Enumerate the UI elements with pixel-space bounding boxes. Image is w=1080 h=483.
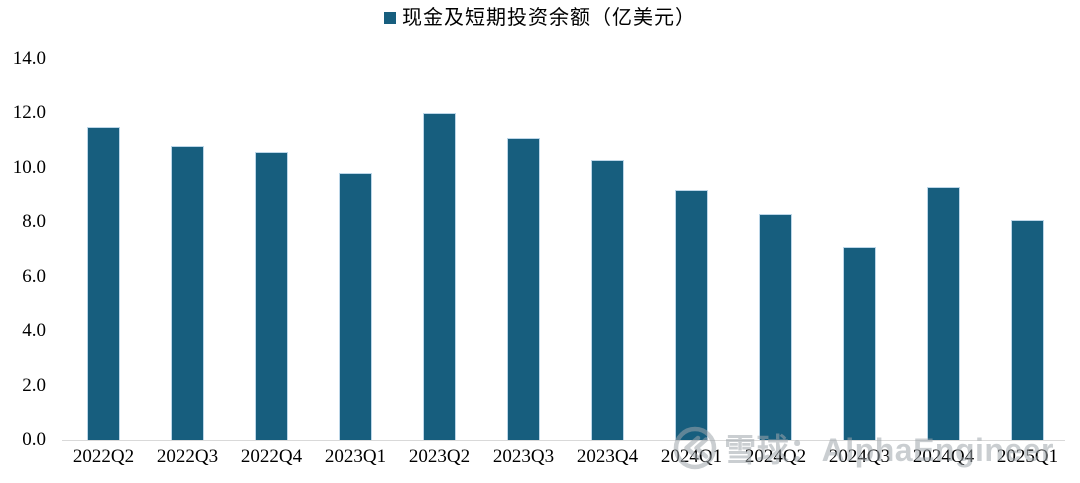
- y-axis-tick-label: 0.0: [22, 429, 46, 450]
- x-axis-tick-label: 2025Q1: [996, 446, 1059, 467]
- y-axis-tick-label: 8.0: [22, 211, 46, 233]
- y-axis-tick-label: 6.0: [22, 265, 46, 287]
- bar-2023Q4: [591, 159, 624, 440]
- bar-2025Q1: [1011, 219, 1044, 440]
- bar-2022Q4: [255, 151, 288, 440]
- x-axis-tick-label: 2023Q1: [324, 446, 387, 467]
- bar-2024Q2: [759, 214, 792, 440]
- bar-2022Q3: [171, 146, 204, 440]
- x-axis-tick-label: 2023Q2: [408, 446, 471, 467]
- bar-2024Q4: [927, 186, 960, 440]
- legend-swatch-icon: [384, 12, 396, 24]
- bar-2023Q3: [507, 137, 540, 440]
- x-axis-tick-label: 2022Q3: [156, 446, 219, 467]
- x-axis-tick-label: 2024Q4: [912, 446, 975, 467]
- x-axis-tick-label: 2024Q2: [744, 446, 807, 467]
- bar-2022Q2: [87, 127, 120, 440]
- bar-2024Q3: [843, 246, 876, 440]
- y-axis-tick-label: 4.0: [22, 320, 46, 342]
- x-axis-tick-label: 2024Q3: [828, 446, 891, 467]
- x-axis-line: [62, 440, 1065, 441]
- bar-2023Q1: [339, 173, 372, 440]
- y-axis-tick-label: 14.0: [12, 48, 46, 69]
- bar-2023Q2: [423, 113, 456, 440]
- x-axis-tick-label: 2022Q4: [240, 446, 303, 467]
- x-axis-tick-label: 2023Q3: [492, 446, 555, 467]
- y-axis-tick-label: 10.0: [12, 156, 46, 178]
- chart-legend: 现金及短期投资余额（亿美元）: [0, 7, 1080, 29]
- bar-2024Q1: [675, 189, 708, 440]
- y-axis-tick-label: 12.0: [12, 102, 46, 124]
- x-axis-tick-label: 2022Q2: [72, 446, 135, 467]
- legend-label: 现金及短期投资余额（亿美元）: [402, 7, 696, 29]
- y-axis-tick-label: 2.0: [22, 374, 46, 396]
- x-axis-tick-label: 2023Q4: [576, 446, 639, 467]
